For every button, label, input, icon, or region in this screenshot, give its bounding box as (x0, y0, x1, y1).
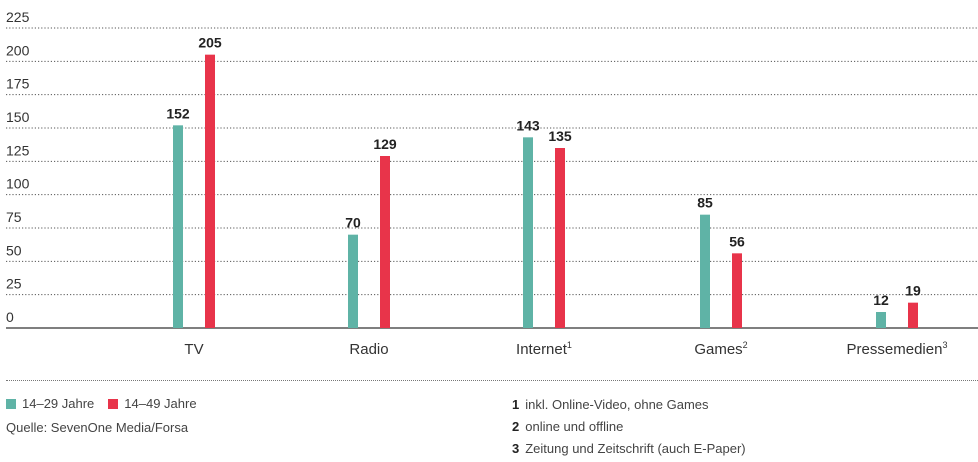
x-tick-label: Internet1 (516, 340, 572, 358)
footnote-text: Zeitung und Zeitschrift (auch E-Paper) (525, 441, 746, 456)
source-note: Quelle: SevenOne Media/Forsa (6, 420, 189, 435)
bar-series-2 (555, 148, 565, 328)
data-label: 12 (873, 292, 889, 308)
bar-series-1 (348, 234, 358, 328)
footnote-3: 3 Zeitung und Zeitschrift (auch E-Paper) (512, 440, 746, 462)
legend: 14–29 Jahre 14–49 Jahre (6, 396, 197, 411)
data-label: 135 (548, 128, 572, 144)
data-label: 143 (516, 117, 540, 133)
legend-label-series-2: 14–49 Jahre (124, 396, 197, 411)
legend-label-series-1: 14–29 Jahre (22, 396, 95, 411)
bar-series-2 (908, 302, 918, 328)
bar-series-2 (205, 54, 215, 329)
y-tick-label: 50 (6, 242, 22, 258)
bar-series-1 (523, 137, 533, 328)
bar-chart: 0 25 50 75 100 125 150 175 200 225 152 205 TV 70 129 Ra… (6, 9, 978, 358)
x-tick-label: Radio (349, 341, 388, 358)
y-tick-label: 100 (6, 176, 30, 192)
data-label: 152 (166, 105, 190, 121)
footnote-2: 2 online und offline (512, 418, 746, 440)
x-tick-label: Games2 (694, 340, 747, 358)
legend-item-series-1: 14–29 Jahre (6, 396, 94, 411)
data-label: 70 (345, 215, 361, 231)
y-tick-label: 0 (6, 309, 14, 325)
legend-swatch-series-2 (108, 398, 119, 409)
data-label: 205 (198, 35, 222, 51)
x-tick-label: Pressemedien3 (847, 340, 948, 358)
y-tick-label: 225 (6, 9, 30, 25)
data-label: 56 (729, 233, 745, 249)
y-tick-label: 200 (6, 42, 30, 58)
x-tick-label: TV (184, 341, 203, 358)
bar-series-1 (173, 125, 183, 328)
bar-series-1 (700, 214, 710, 328)
footer-divider (6, 380, 978, 381)
y-tick-label: 175 (6, 76, 30, 92)
footnote-1: 1 inkl. Online-Video, ohne Games (512, 396, 746, 418)
data-label: 19 (905, 283, 921, 299)
footnote-number: 1 (512, 397, 520, 412)
y-tick-label: 125 (6, 142, 30, 158)
data-label: 85 (697, 195, 713, 211)
y-tick-label: 25 (6, 276, 22, 292)
bar-series-2 (732, 253, 742, 328)
bar-series-1 (876, 312, 886, 328)
footnotes: 1 inkl. Online-Video, ohne Games 2 online … (512, 396, 746, 462)
legend-item-series-2: 14–49 Jahre (108, 396, 197, 411)
legend-swatch-series-1 (6, 398, 16, 409)
y-tick-label: 75 (6, 209, 22, 225)
bar-series-2 (380, 156, 390, 328)
footnote-text: online und offline (525, 419, 624, 434)
y-tick-label: 150 (6, 109, 30, 125)
data-label: 129 (373, 136, 397, 152)
footnote-number: 2 (512, 419, 520, 434)
footnote-number: 3 (512, 441, 520, 456)
footnote-text: inkl. Online-Video, ohne Games (525, 397, 709, 412)
